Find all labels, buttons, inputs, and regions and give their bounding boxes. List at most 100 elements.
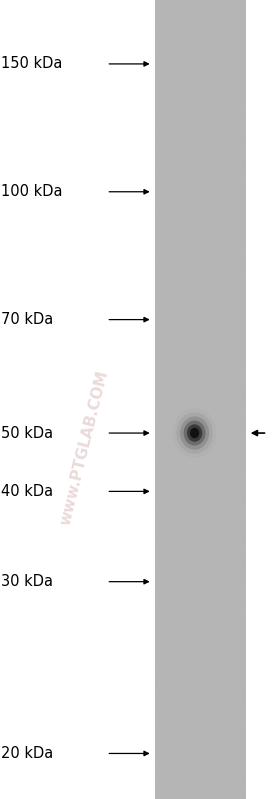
Point [224,481,228,494]
Point [190,3,194,16]
Point [219,507,224,520]
Point [223,423,228,435]
Point [230,662,234,675]
Point [186,354,190,367]
Point [182,107,187,120]
Point [177,733,181,745]
Point [165,248,169,260]
Point [231,90,236,103]
Point [181,143,185,156]
Point [158,165,163,177]
Point [228,281,233,294]
Point [215,320,220,333]
Point [165,729,170,742]
Point [223,737,228,749]
Point [181,300,186,312]
Point [186,608,190,621]
Point [234,414,239,427]
Point [193,125,197,137]
Point [222,496,227,509]
Point [162,287,167,300]
Point [230,416,234,429]
Point [182,549,186,562]
Point [176,441,180,454]
Point [184,364,188,377]
Point [188,684,193,697]
Point [213,730,217,743]
Point [239,654,243,667]
Point [186,243,191,256]
Point [236,722,241,735]
Point [218,770,222,783]
Point [198,344,203,356]
Point [232,770,237,783]
Point [241,39,246,52]
Point [180,268,184,281]
Point [169,694,173,706]
Point [185,292,190,305]
Point [165,204,169,217]
Point [218,628,223,641]
Point [179,307,183,320]
Point [168,74,172,86]
Point [241,386,245,399]
Point [203,618,208,631]
Point [220,332,225,344]
Point [159,360,164,372]
Point [212,79,216,92]
Point [183,20,188,33]
Point [169,256,173,269]
Point [232,238,237,251]
Point [228,747,232,760]
Point [234,352,238,364]
Point [239,226,244,239]
Point [226,66,230,78]
Point [216,479,221,491]
Point [195,300,200,313]
Point [224,639,228,652]
Point [182,24,187,37]
Point [239,54,244,67]
Point [157,448,162,461]
Point [227,594,231,607]
Point [232,95,237,108]
Point [237,11,241,24]
Point [228,779,232,792]
Point [193,38,198,51]
Point [224,349,228,362]
Point [216,616,221,629]
Point [227,368,231,381]
Point [180,386,184,399]
Point [216,389,221,402]
Point [169,414,173,427]
Point [218,497,223,510]
Point [241,565,246,578]
Point [234,96,239,109]
Point [229,625,234,638]
Point [167,784,172,797]
Point [157,787,161,799]
Point [192,86,197,99]
Point [240,675,244,688]
Point [166,288,170,301]
Point [165,376,169,389]
Point [205,674,210,686]
Point [189,792,193,799]
Point [183,260,187,272]
Point [183,156,188,169]
Point [191,367,196,380]
Point [217,459,221,471]
Point [183,580,187,593]
Point [217,707,221,720]
Point [158,145,162,158]
Point [194,634,199,647]
Point [178,89,183,101]
Point [197,258,201,271]
Point [232,421,236,434]
Point [197,209,201,222]
Point [206,315,210,328]
Point [201,641,206,654]
Point [157,447,161,459]
Point [163,233,168,245]
Point [183,63,187,76]
